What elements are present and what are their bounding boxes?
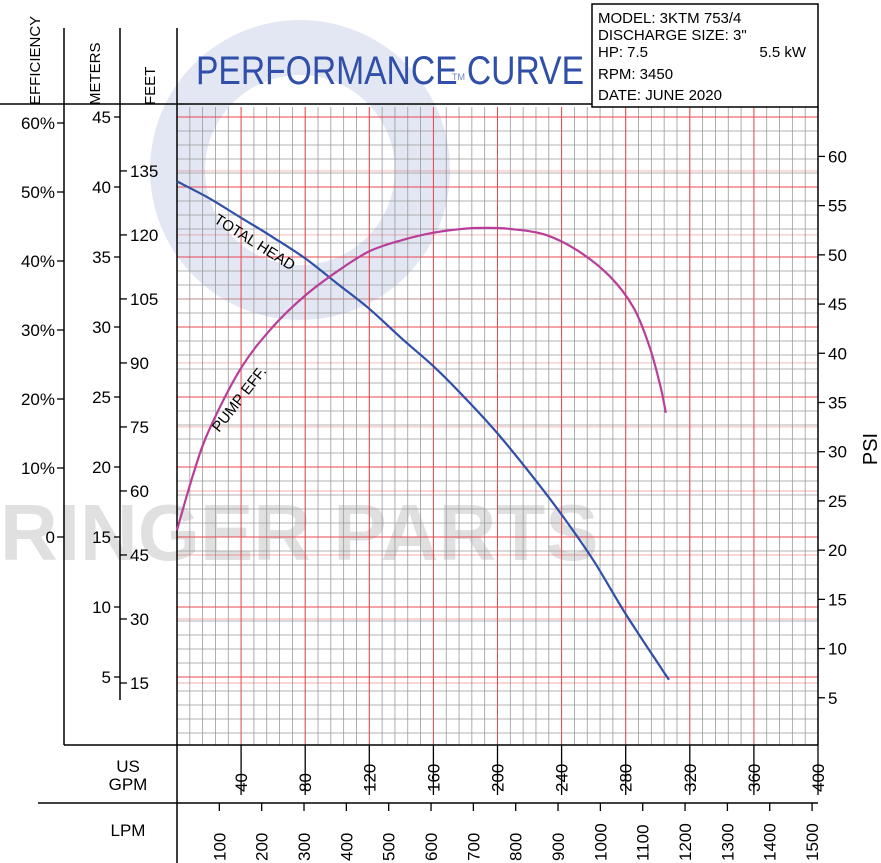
gpm-tick-label: 320 <box>681 764 700 792</box>
efficiency-tick-label: 0 <box>46 528 55 547</box>
lpm-tick-label: 1000 <box>591 823 610 861</box>
meters-tick-label: 25 <box>92 388 111 407</box>
feet-axis-title: FEET <box>142 67 159 105</box>
efficiency-axis-title: EFFICIENCY <box>27 16 44 105</box>
feet-tick-label: 105 <box>130 290 158 309</box>
gpm-tick-label: 240 <box>553 764 572 792</box>
info-date: DATE: JUNE 2020 <box>598 87 722 104</box>
chart-curves <box>175 180 670 681</box>
gpm-tick-label: 80 <box>296 773 315 792</box>
total-head-curve <box>176 180 670 681</box>
lpm-tick-label: 200 <box>253 833 272 861</box>
watermark-logo <box>150 20 450 320</box>
meters-tick-label: 15 <box>92 528 111 547</box>
efficiency-tick-label: 20% <box>21 390 55 409</box>
psi-axis-title: PSI <box>860 433 881 465</box>
lpm-tick-label: 500 <box>380 833 399 861</box>
watermark-text: RINGER PARTS <box>0 488 599 577</box>
psi-tick-label: 45 <box>828 295 847 314</box>
pump-efficiency-curve <box>175 226 667 531</box>
meters-tick-label: 40 <box>92 178 111 197</box>
gpm-tick-label: 40 <box>232 773 251 792</box>
usgpm-label-line2: GPM <box>109 775 148 794</box>
lpm-label: LPM <box>111 821 146 840</box>
psi-tick-label: 40 <box>828 344 847 363</box>
chart-title: PERFORMANCE CURVE <box>196 49 584 93</box>
efficiency-tick-label: 30% <box>21 321 55 340</box>
psi-tick-label: 55 <box>828 197 847 216</box>
feet-tick-label: 75 <box>130 418 149 437</box>
lpm-tick-label: 1400 <box>761 823 780 861</box>
meters-tick-label: 5 <box>102 668 111 687</box>
meters-tick-label: 35 <box>92 248 111 267</box>
lpm-tick-label: 1100 <box>634 824 653 861</box>
feet-tick-label: 60 <box>130 482 149 501</box>
chart-grid <box>176 107 819 745</box>
feet-tick-label: 135 <box>130 162 158 181</box>
efficiency-tick-label: 40% <box>21 252 55 271</box>
meters-tick-label: 20 <box>92 458 111 477</box>
meters-tick-label: 45 <box>92 108 111 127</box>
meters-tick-label: 30 <box>92 318 111 337</box>
gpm-tick-label: 160 <box>424 764 443 792</box>
efficiency-tick-label: 10% <box>21 459 55 478</box>
psi-tick-label: 15 <box>828 590 847 609</box>
info-model: MODEL: 3KTM 753/4 <box>598 10 741 27</box>
usgpm-label-line1: US <box>116 757 140 776</box>
info-hp: HP: 7.5 <box>598 44 648 61</box>
lpm-tick-label: 900 <box>549 833 568 861</box>
lpm-tick-label: 100 <box>210 833 229 861</box>
chart-axes <box>0 28 825 863</box>
feet-tick-label: 90 <box>130 354 149 373</box>
feet-tick-label: 30 <box>130 610 149 629</box>
meters-axis-title: METERS <box>87 42 104 105</box>
psi-tick-label: 50 <box>828 246 847 265</box>
info-box <box>591 3 819 108</box>
gpm-tick-label: 400 <box>809 764 828 792</box>
gpm-tick-label: 200 <box>489 764 508 792</box>
psi-tick-label: 60 <box>828 147 847 166</box>
lpm-tick-label: 1200 <box>676 823 695 861</box>
info-discharge: DISCHARGE SIZE: 3" <box>598 27 747 44</box>
lpm-tick-label: 400 <box>337 833 356 861</box>
info-kw: 5.5 kW <box>759 44 807 61</box>
gpm-tick-label: 360 <box>745 764 764 792</box>
lpm-tick-label: 1300 <box>718 823 737 861</box>
feet-tick-label: 120 <box>130 226 158 245</box>
psi-tick-label: 20 <box>828 541 847 560</box>
lpm-tick-label: 600 <box>422 833 441 861</box>
info-rpm: RPM: 3450 <box>598 66 673 83</box>
psi-tick-label: 10 <box>828 640 847 659</box>
gpm-tick-label: 280 <box>617 764 636 792</box>
psi-tick-label: 35 <box>828 393 847 412</box>
trademark-mark: TM <box>452 72 465 82</box>
lpm-tick-label: 300 <box>295 833 314 861</box>
lpm-tick-label: 800 <box>507 833 526 861</box>
watermark: RINGER PARTS <box>0 20 599 577</box>
psi-tick-label: 30 <box>828 443 847 462</box>
feet-tick-label: 15 <box>130 674 149 693</box>
psi-tick-label: 25 <box>828 492 847 511</box>
efficiency-tick-label: 50% <box>21 183 55 202</box>
lpm-tick-label: 1500 <box>803 823 822 861</box>
meters-tick-label: 10 <box>92 598 111 617</box>
feet-tick-label: 45 <box>130 546 149 565</box>
psi-tick-label: 5 <box>828 689 837 708</box>
efficiency-tick-label: 60% <box>21 114 55 133</box>
lpm-tick-label: 700 <box>464 833 483 861</box>
gpm-tick-label: 120 <box>360 764 379 792</box>
